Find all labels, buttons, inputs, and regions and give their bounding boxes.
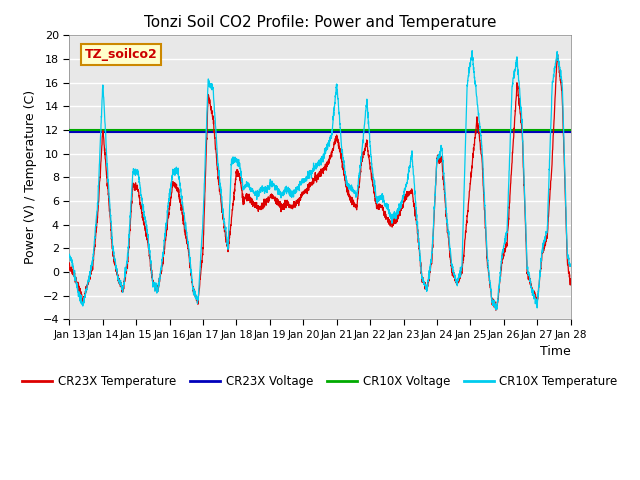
X-axis label: Time: Time [540, 346, 571, 359]
Text: TZ_soilco2: TZ_soilco2 [84, 48, 157, 61]
Legend: CR23X Temperature, CR23X Voltage, CR10X Voltage, CR10X Temperature: CR23X Temperature, CR23X Voltage, CR10X … [17, 371, 623, 393]
Title: Tonzi Soil CO2 Profile: Power and Temperature: Tonzi Soil CO2 Profile: Power and Temper… [144, 15, 496, 30]
Y-axis label: Power (V) / Temperature (C): Power (V) / Temperature (C) [24, 90, 37, 264]
